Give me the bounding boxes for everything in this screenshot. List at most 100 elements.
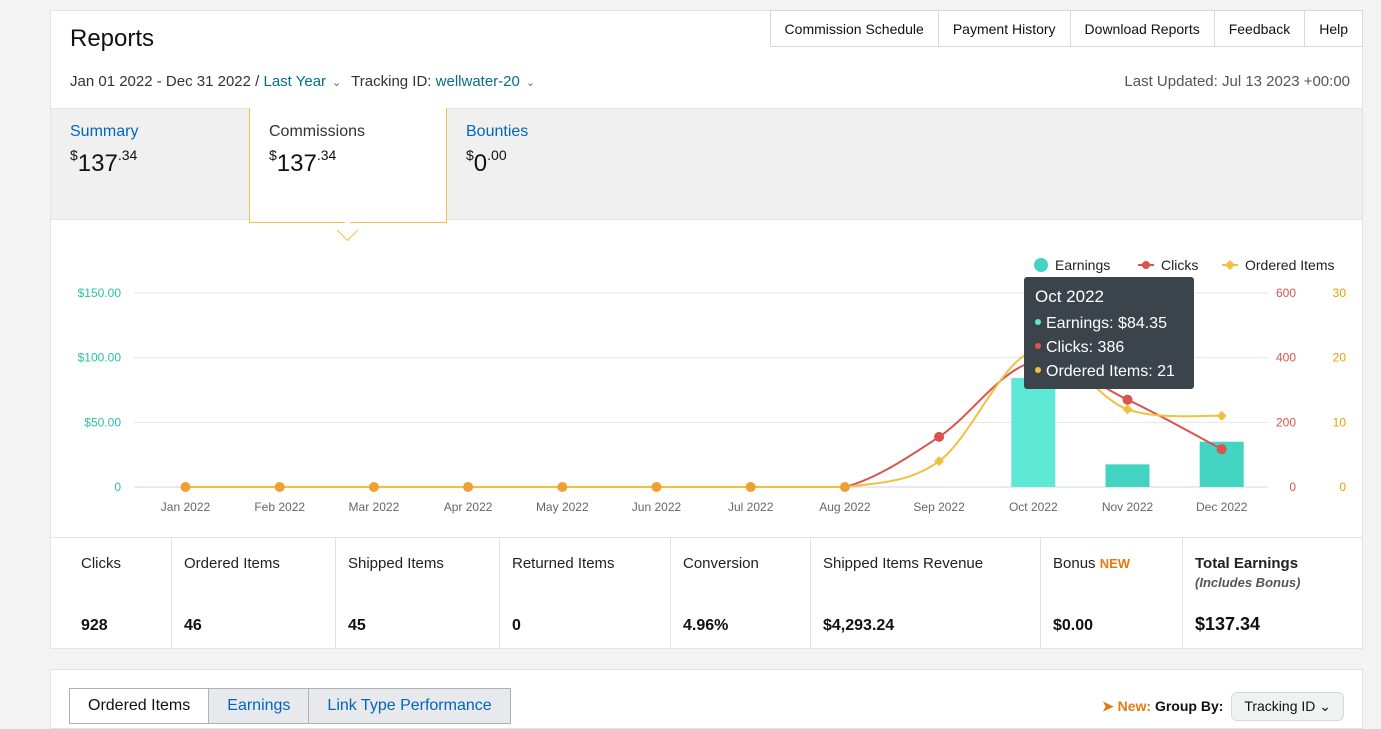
tab-commissions-amount: $137.34 <box>269 147 337 177</box>
x-axis-label: Jan 2022 <box>161 500 211 514</box>
stat-label: Bonus NEW <box>1053 555 1131 572</box>
x-axis-label: Feb 2022 <box>254 500 305 514</box>
tab-summary[interactable]: Summary $137.34 <box>70 123 138 178</box>
left-axis-tick: $150.00 <box>78 286 122 300</box>
ordered-items-point <box>1122 404 1133 415</box>
stat-bonus: Bonus NEW $0.00 <box>1040 538 1182 649</box>
stat-shipped-revenue: Shipped Items Revenue $4,293.24 <box>810 538 1040 649</box>
date-filter-row: Jan 01 2022 - Dec 31 2022 / Last Year ⌄ T… <box>70 73 541 90</box>
earnings-chart: $150.00 600 30$100.00 400 20$50.00 200 100 0 0Ja… <box>78 257 1347 514</box>
chevron-down-icon[interactable]: ⌄ <box>332 77 342 89</box>
tab-bounties-label: Bounties <box>466 123 529 140</box>
legend-ordered-icon <box>1225 260 1235 270</box>
tooltip-row-earnings: Earnings: $84.35 <box>1035 312 1183 336</box>
earnings-bar <box>1105 464 1150 487</box>
date-range: Jan 01 2022 - Dec 31 2022 / <box>70 73 260 90</box>
ordered-items-point <box>651 482 662 492</box>
ordered-items-point <box>368 482 379 492</box>
stat-conversion: Conversion 4.96% <box>670 538 810 649</box>
stat-returned-items: Returned Items 0 <box>499 538 670 649</box>
stat-value: 0 <box>512 617 521 634</box>
stat-label: Total Earnings <box>1195 555 1299 572</box>
left-axis-tick: $100.00 <box>78 351 122 365</box>
range-preset-dropdown[interactable]: Last Year <box>263 73 327 90</box>
stat-clicks: Clicks 928 <box>51 538 171 649</box>
clicks-axis-tick: 200 <box>1276 415 1296 429</box>
ordered-items-point <box>274 482 285 492</box>
download-reports-link[interactable]: Download Reports <box>1069 11 1214 46</box>
tab-summary-amount: $137.34 <box>70 147 138 177</box>
help-link[interactable]: Help <box>1304 11 1362 46</box>
clicks-axis-tick: 600 <box>1276 286 1296 300</box>
ordered-items-point <box>557 482 568 492</box>
ordered-items-point <box>839 482 850 492</box>
earnings-dot-icon <box>1035 318 1041 325</box>
stat-value: 45 <box>348 617 366 634</box>
payment-history-link[interactable]: Payment History <box>937 11 1070 46</box>
stat-label: Shipped Items Revenue <box>823 555 984 572</box>
stat-label: Clicks <box>81 555 121 572</box>
commission-schedule-link[interactable]: Commission Schedule <box>784 21 924 37</box>
stat-label: Shipped Items <box>348 555 444 572</box>
clicks-axis-tick: 0 <box>1289 480 1296 494</box>
x-axis-label: Dec 2022 <box>1196 500 1248 514</box>
ordered-items-point <box>745 482 756 492</box>
left-axis-tick: 0 <box>114 480 121 494</box>
legend-clicks-icon <box>1142 261 1150 269</box>
stat-label: Conversion <box>683 555 759 572</box>
tracking-id-dropdown[interactable]: wellwater-20 <box>435 73 520 90</box>
tab-earnings[interactable]: Earnings <box>208 688 310 724</box>
tab-ordered-items[interactable]: Ordered Items <box>69 688 210 724</box>
left-axis-tick: $50.00 <box>84 415 121 429</box>
stat-label: Returned Items <box>512 555 615 572</box>
x-axis-label: Jun 2022 <box>632 500 682 514</box>
orders-axis-tick: 0 <box>1339 480 1346 494</box>
tab-bounties[interactable]: Bounties $0.00 <box>466 123 528 178</box>
orders-axis-tick: 20 <box>1333 351 1347 365</box>
last-updated: Last Updated: Jul 13 2023 +00:00 <box>1124 73 1350 90</box>
tab-link-type-performance[interactable]: Link Type Performance <box>308 688 511 724</box>
chevron-down-icon[interactable]: ⌄ <box>525 77 536 89</box>
orders-axis-tick: 30 <box>1333 286 1347 300</box>
tooltip-row-ordered: Ordered Items: 21 <box>1035 360 1183 384</box>
group-by-label: Group By: <box>1154 698 1224 714</box>
group-by-control: ➤ New: Group By: Tracking ID ⌄ <box>1102 692 1344 721</box>
earnings-bar <box>1011 377 1056 487</box>
x-axis-label: Aug 2022 <box>819 500 871 514</box>
x-axis-label: Oct 2022 <box>1009 500 1058 514</box>
ordered-items-point <box>1216 410 1227 421</box>
feedback-link[interactable]: Feedback <box>1213 11 1304 46</box>
group-by-select[interactable]: Tracking ID ⌄ <box>1231 692 1344 721</box>
ordered-items-point <box>934 456 945 467</box>
page-title: Reports <box>70 25 155 52</box>
x-axis-label: Jul 2022 <box>728 500 774 514</box>
top-nav: Commission Schedule Payment History Down… <box>769 10 1363 47</box>
stat-value: 46 <box>184 617 202 634</box>
legend-label: Clicks <box>1161 257 1198 273</box>
detail-tabs: Ordered Items Earnings Link Type Perform… <box>69 688 511 724</box>
tab-bounties-amount: $0.00 <box>466 147 507 177</box>
summary-tabs: Summary $137.34 Commissions $137.34 Boun… <box>51 108 1362 223</box>
legend-label: Ordered Items <box>1245 257 1334 273</box>
tooltip-row-clicks: Clicks: 386 <box>1035 336 1183 360</box>
ordered-dot-icon <box>1035 366 1041 373</box>
stat-value: $0.00 <box>1053 617 1094 634</box>
tab-commissions[interactable]: Commissions $137.34 <box>249 108 447 223</box>
x-axis-label: Mar 2022 <box>349 500 400 514</box>
stat-sublabel: (Includes Bonus) <box>1195 575 1301 590</box>
ordered-items-point <box>180 482 191 492</box>
stat-value: 928 <box>81 617 108 634</box>
details-card: Ordered Items Earnings Link Type Perform… <box>50 669 1363 729</box>
megaphone-icon: ➤ <box>1102 698 1114 714</box>
clicks-dot-icon <box>1035 342 1041 349</box>
ordered-items-point <box>463 482 474 492</box>
x-axis-label: Nov 2022 <box>1102 500 1154 514</box>
chart-tooltip: Oct 2022 Earnings: $84.35 Clicks: 386 Or… <box>1024 277 1194 389</box>
new-badge: NEW <box>1099 556 1131 571</box>
chart-area: $150.00 600 30 $100.00 400 20 $50.00 200 10 0 0 0 Ja… <box>51 219 1362 537</box>
tracking-label: Tracking ID: <box>351 73 432 90</box>
new-flag: ➤ New: <box>1102 698 1152 714</box>
chevron-down-icon: ⌄ <box>1319 698 1331 714</box>
clicks-point <box>1122 394 1133 405</box>
legend-earnings-icon <box>1034 258 1048 272</box>
